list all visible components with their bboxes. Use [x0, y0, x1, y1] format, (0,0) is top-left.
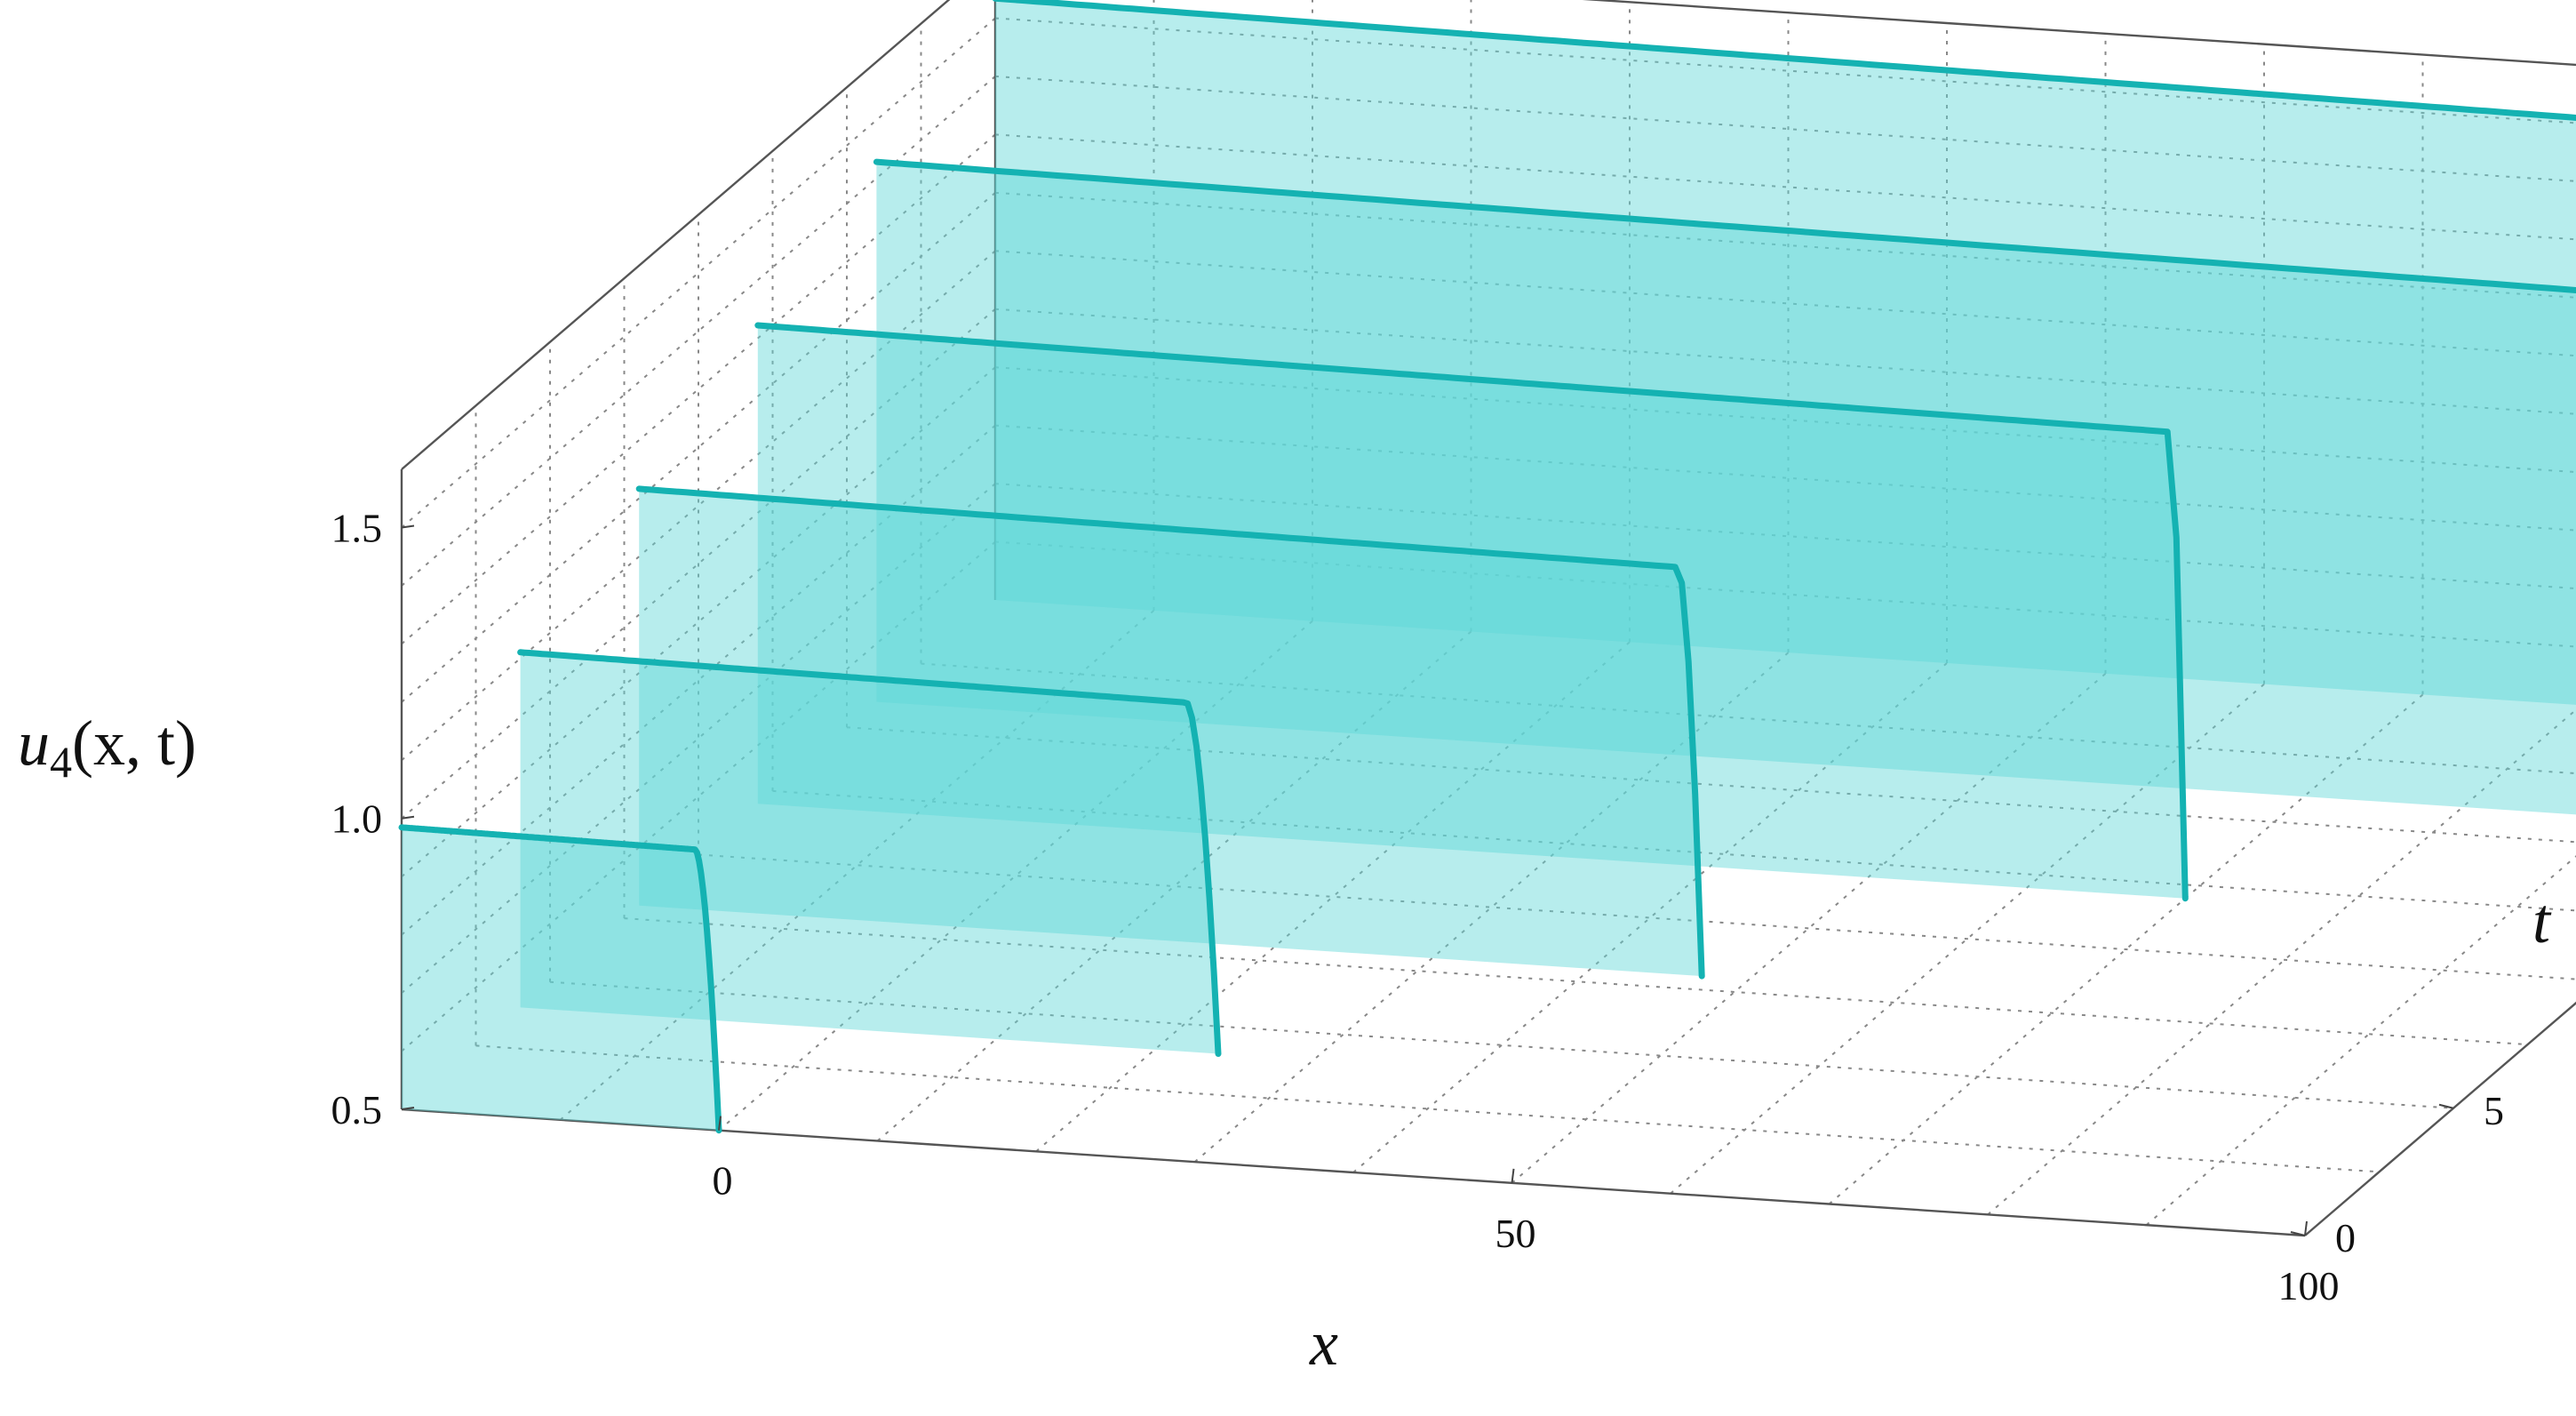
x-tick-mark: [2304, 1220, 2308, 1236]
box-edge: [1582, 0, 2576, 67]
z-tick-mark: [401, 1107, 415, 1110]
grid-line-side-z: [401, 133, 996, 645]
grid-line-side-z: [401, 366, 996, 877]
grid-line-floor-t: [549, 980, 2454, 1109]
grid-line-floor-x: [1035, 641, 1631, 1153]
grid-line-floor-t: [772, 789, 2576, 912]
grid-line-floor-t: [921, 662, 2576, 775]
series-line-t8: [635, 485, 1705, 980]
grid-line-floor-x: [1511, 673, 2107, 1184]
grid-line-floor-x: [876, 630, 1472, 1142]
tick-label-layer: 0.51.01.505010005101520: [331, 505, 2505, 1308]
t-tick-mark: [2438, 1103, 2454, 1109]
grid-line-floor-t: [698, 853, 2576, 980]
z-axis-label: u4(x, t): [18, 708, 196, 787]
series-fill-t12: [757, 325, 2186, 899]
t-tick-label: 5: [2484, 1088, 2504, 1133]
grid-line-side-z: [401, 308, 996, 820]
series-fill-t8: [639, 488, 1703, 977]
x-tick-label: 100: [2278, 1263, 2340, 1308]
grid-layer: [401, 0, 2576, 1226]
grid-line-floor-x: [1352, 662, 1948, 1173]
grid-line-floor-t: [846, 726, 2576, 844]
t-tick-label: 0: [2335, 1215, 2356, 1260]
x-tick-label: 0: [713, 1158, 733, 1204]
series-line-t4: [517, 649, 1222, 1057]
series-line-t12: [754, 322, 2189, 902]
series-fill-t20: [995, 0, 2576, 705]
z-tick-label: 1.5: [331, 505, 383, 550]
z-tick-label: 1.0: [331, 796, 383, 842]
x-axis-label: x: [1309, 1308, 1338, 1379]
series-fill-t4: [520, 652, 1218, 1054]
z-tick-mark: [401, 524, 415, 529]
grid-line-floor-x: [1670, 683, 2265, 1195]
grid-line-side-z: [401, 17, 996, 529]
t-axis-label: t: [2532, 885, 2552, 956]
series-fill-t0: [402, 827, 719, 1131]
grid-line-floor-x: [1987, 708, 2576, 1216]
series-line-t16: [873, 158, 2576, 293]
grid-line-side-z: [401, 192, 996, 703]
grid-line-floor-x: [718, 620, 1313, 1132]
series-layer: [398, 0, 2576, 1134]
series-fill-t16: [876, 162, 2576, 815]
z-tick-mark: [401, 815, 415, 820]
grid-line-floor-x: [1828, 693, 2424, 1205]
t-tick-mark: [2290, 1231, 2306, 1236]
x-tick-mark: [1511, 1168, 1515, 1183]
z-tick-label: 0.5: [331, 1087, 383, 1132]
x-tick-mark: [718, 1116, 722, 1131]
grid-line-side-z: [401, 540, 996, 1052]
box-edge: [401, 0, 951, 470]
grid-line-side-z: [401, 483, 996, 994]
x-tick-label: 50: [1495, 1211, 1536, 1256]
grid-line-floor-t: [624, 917, 2528, 1046]
series-line-t0: [398, 824, 722, 1134]
grid-line-floor-t: [475, 1044, 2380, 1173]
series-line-t20: [993, 0, 2576, 121]
grid-line-floor-x: [2145, 855, 2576, 1226]
box-edge: [2304, 1001, 2576, 1236]
